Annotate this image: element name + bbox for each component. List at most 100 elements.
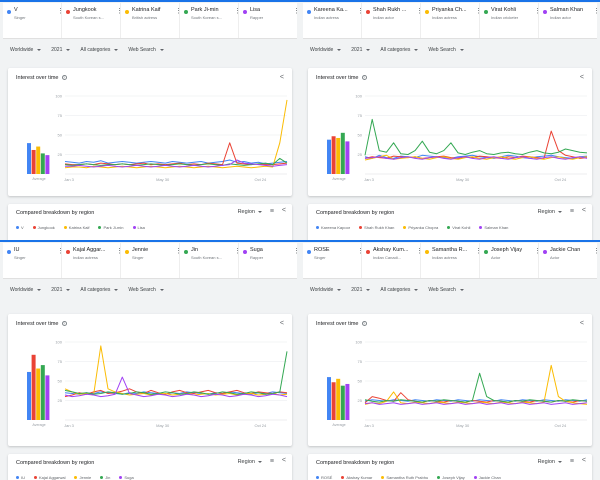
more-vert-icon[interactable]: ⋮ (175, 8, 179, 15)
search-term-chip[interactable]: Kareena Ka... Indian actress ⋮ (303, 3, 362, 38)
category-filter-dropdown[interactable]: All categories (380, 287, 419, 293)
more-vert-icon[interactable]: ⋮ (475, 248, 479, 255)
search-term-chip[interactable]: Lisa Rapper ⋮ (239, 3, 297, 38)
more-vert-icon[interactable]: ⋮ (593, 8, 597, 15)
legend-item: Virat Kohli (447, 225, 470, 230)
category-filter-dropdown[interactable]: All categories (80, 47, 119, 53)
region-filter-label: Worldwide (310, 47, 334, 53)
term-name: ROSÉ (314, 247, 330, 253)
region-filter-dropdown[interactable]: Worldwide (310, 287, 342, 293)
share-icon[interactable]: < (581, 207, 586, 214)
share-icon[interactable]: < (579, 74, 584, 81)
share-icon[interactable]: < (581, 457, 586, 464)
search-term-chip[interactable]: Katrina Kaif British actress ⋮ (121, 3, 180, 38)
search-term-chip[interactable]: V Singer ⋮ (3, 3, 62, 38)
search-term-chip[interactable]: Joseph Vijay Actor ⋮ (480, 243, 539, 278)
compared-breakdown-card: Compared breakdown by region Region ≡ < … (8, 204, 292, 240)
more-vert-icon[interactable]: ⋮ (234, 248, 238, 255)
compared-breakdown-card: Compared breakdown by region Region ≡ < … (308, 204, 592, 240)
list-view-icon[interactable]: ≡ (269, 458, 274, 465)
term-name: Salman Khan (550, 7, 584, 13)
search-term-chip[interactable]: Virat Kohli Indian cricketer ⋮ (480, 3, 539, 38)
search-term-chip[interactable]: Jin South Korean s... ⋮ (180, 243, 239, 278)
average-bar (336, 378, 341, 420)
share-icon[interactable]: < (279, 74, 284, 81)
average-label: Average (32, 423, 45, 427)
share-icon[interactable]: < (281, 207, 286, 214)
more-vert-icon[interactable]: ⋮ (57, 8, 61, 15)
more-vert-icon[interactable]: ⋮ (534, 248, 538, 255)
search-type-dropdown[interactable]: Web Search (128, 287, 164, 293)
help-icon[interactable]: ? (361, 321, 367, 327)
share-icon[interactable]: < (281, 457, 286, 464)
region-filter-dropdown[interactable]: Worldwide (10, 287, 42, 293)
more-vert-icon[interactable]: ⋮ (475, 8, 479, 15)
category-filter-dropdown[interactable]: All categories (380, 47, 419, 53)
more-vert-icon[interactable]: ⋮ (293, 8, 297, 15)
list-view-icon[interactable]: ≡ (269, 208, 274, 215)
more-vert-icon[interactable]: ⋮ (116, 8, 120, 15)
region-filter-dropdown[interactable]: Worldwide (310, 47, 342, 53)
search-type-dropdown[interactable]: Web Search (428, 47, 464, 53)
series-line (364, 372, 588, 403)
search-term-chip[interactable]: Jungkook South Korean s... ⋮ (62, 3, 121, 38)
average-label: Average (332, 423, 345, 427)
more-vert-icon[interactable]: ⋮ (357, 8, 361, 15)
region-dropdown[interactable]: Region (238, 209, 262, 215)
chevron-down-icon (159, 48, 164, 51)
interest-line-chart: 100 75 50 25 Average Jan 3 May 30 Oct 24 (327, 94, 588, 182)
more-vert-icon[interactable]: ⋮ (416, 8, 420, 15)
term-type: Indian actress (432, 15, 457, 20)
x-tick-label: Oct 24 (554, 177, 567, 182)
y-tick-label: 75 (58, 359, 63, 364)
search-term-chip[interactable]: Jackie Chan Actor ⋮ (539, 243, 597, 278)
more-vert-icon[interactable]: ⋮ (357, 248, 361, 255)
search-term-chip[interactable]: Suga Rapper ⋮ (239, 243, 297, 278)
region-dropdown[interactable]: Region (538, 209, 562, 215)
search-term-chip[interactable]: Kajal Aggar... Indian actress ⋮ (62, 243, 121, 278)
time-filter-dropdown[interactable]: 2021 (51, 287, 71, 293)
search-term-chip[interactable]: Akshay Kum... Indian Canadi... ⋮ (362, 243, 421, 278)
help-icon[interactable]: ? (361, 75, 367, 81)
category-filter-dropdown[interactable]: All categories (80, 287, 119, 293)
region-filter-dropdown[interactable]: Worldwide (10, 47, 42, 53)
search-term-chip[interactable]: Priyanka Ch... Indian actress ⋮ (421, 3, 480, 38)
region-dropdown[interactable]: Region (238, 459, 262, 465)
search-type-dropdown[interactable]: Web Search (128, 47, 164, 53)
more-vert-icon[interactable]: ⋮ (293, 248, 297, 255)
more-vert-icon[interactable]: ⋮ (116, 248, 120, 255)
search-type-dropdown[interactable]: Web Search (428, 287, 464, 293)
more-vert-icon[interactable]: ⋮ (593, 248, 597, 255)
compared-breakdown-card: Compared breakdown by region Region ≡ < … (308, 454, 592, 480)
chevron-down-icon (414, 48, 419, 51)
series-line (364, 156, 588, 160)
more-vert-icon[interactable]: ⋮ (416, 248, 420, 255)
legend-label: Samantha Ruth Prabhu (386, 475, 429, 480)
more-vert-icon[interactable]: ⋮ (234, 8, 238, 15)
more-vert-icon[interactable]: ⋮ (57, 248, 61, 255)
more-vert-icon[interactable]: ⋮ (534, 8, 538, 15)
interest-line-chart: 100 75 50 25 Average Jan 3 May 30 Oct 24 (27, 94, 288, 182)
series-color-dot (243, 10, 247, 14)
time-filter-dropdown[interactable]: 2021 (351, 287, 371, 293)
search-term-chip[interactable]: ROSÉ Singer ⋮ (303, 243, 362, 278)
help-icon[interactable]: ? (61, 75, 67, 81)
average-bar (27, 143, 31, 174)
list-view-icon[interactable]: ≡ (569, 458, 574, 465)
search-term-chip[interactable]: Shah Rukh ... Indian actor ⋮ (362, 3, 421, 38)
search-term-chip[interactable]: IU Singer ⋮ (3, 243, 62, 278)
time-filter-dropdown[interactable]: 2021 (351, 47, 371, 53)
region-dropdown[interactable]: Region (538, 459, 562, 465)
legend-color-dot (16, 226, 19, 230)
share-icon[interactable]: < (279, 320, 284, 327)
search-term-chip[interactable]: Salman Khan Indian actor ⋮ (539, 3, 597, 38)
time-filter-dropdown[interactable]: 2021 (51, 47, 71, 53)
search-term-chip[interactable]: Park Ji-min South Korean s... ⋮ (180, 3, 239, 38)
help-icon[interactable]: ? (61, 321, 67, 327)
list-view-icon[interactable]: ≡ (569, 208, 574, 215)
share-icon[interactable]: < (579, 320, 584, 327)
more-vert-icon[interactable]: ⋮ (175, 248, 179, 255)
search-term-chip[interactable]: Samantha R... Indian actress ⋮ (421, 243, 480, 278)
search-term-chip[interactable]: Jennie Singer ⋮ (121, 243, 180, 278)
